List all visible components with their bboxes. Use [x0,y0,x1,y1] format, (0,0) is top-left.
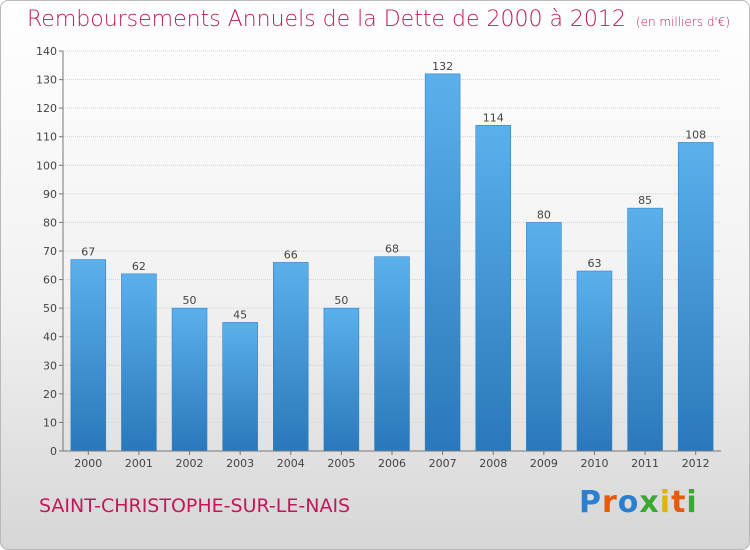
bar [374,256,410,452]
chart-title-text: Remboursements Annuels de la Dette de 20… [27,7,626,32]
y-tick-label: 130 [36,74,57,87]
x-tick-label: 2004 [277,457,305,470]
bar [171,307,208,452]
y-tick-label: 50 [43,302,57,315]
data-label: 63 [587,257,601,270]
data-label: 67 [81,246,95,259]
data-label: 62 [132,260,146,273]
bar [70,259,107,452]
bar-chart: 67 62 50 45 66 50 68 132 114 80 63 85 108 0 10 20 30 40 5… [36,45,721,470]
logo-letter: x [639,485,660,520]
y-tick-label: 60 [43,274,57,287]
y-tick-label: 120 [36,102,57,115]
bar [323,307,360,452]
y-tick-label: 140 [36,45,57,58]
y-tick-label: 100 [36,159,57,172]
data-label: 85 [638,194,652,207]
x-tick-label: 2007 [429,457,457,470]
logo-letter: P [579,485,602,520]
data-label: 66 [284,248,298,261]
bar [121,273,157,452]
x-tick-label: 2001 [125,457,153,470]
y-tick-label: 90 [43,188,57,201]
y-tick-label: 110 [36,131,57,144]
bar [627,207,663,452]
bars: 67 62 50 45 66 50 68 132 114 80 63 85 108 [70,60,714,452]
bar [222,322,258,452]
data-label: 80 [537,208,551,221]
y-tick-label: 80 [43,216,57,229]
bar [526,222,562,452]
bar [273,262,309,452]
x-tick-label: 2011 [631,457,659,470]
x-tick-label: 2000 [74,457,102,470]
y-tick-label: 30 [43,359,57,372]
y-tick-label: 40 [43,331,57,344]
x-tick-label: 2005 [327,457,355,470]
logo-letter: r [602,485,618,520]
x-tick-label: 2006 [378,457,406,470]
data-label: 108 [685,128,706,141]
x-tick-label: 2002 [176,457,204,470]
x-tick-label: 2010 [580,457,608,470]
axes: 0 10 20 30 40 50 60 70 80 90 100 110 120 130 140 2000 20… [36,45,721,470]
data-label: 50 [183,294,197,307]
logo-letter: o [617,485,640,520]
commune-name: SAINT-CHRISTOPHE-SUR-LE-NAIS [39,495,351,517]
data-label: 114 [483,111,504,124]
logo-letter: t [671,485,687,520]
bar [677,142,714,452]
y-tick-label: 0 [50,445,57,458]
data-label: 50 [334,294,348,307]
chart-subtitle: (en milliers d'€) [635,15,731,29]
bar [475,124,511,452]
data-label: 45 [233,308,247,321]
x-tick-label: 2012 [682,457,710,470]
data-label: 132 [432,60,453,73]
y-tick-label: 10 [43,416,57,429]
proxiti-logo: Proxiti [579,485,698,520]
x-tick-label: 2009 [530,457,558,470]
y-tick-label: 70 [43,245,57,258]
bar [576,270,613,452]
logo-letter: i [686,485,698,520]
y-tick-label: 20 [43,388,57,401]
chart-title: Remboursements Annuels de la Dette de 20… [27,7,730,32]
data-label: 68 [385,243,399,256]
bar [424,73,461,452]
x-tick-label: 2003 [226,457,254,470]
x-tick-label: 2008 [479,457,507,470]
logo-letter: i [659,485,672,520]
